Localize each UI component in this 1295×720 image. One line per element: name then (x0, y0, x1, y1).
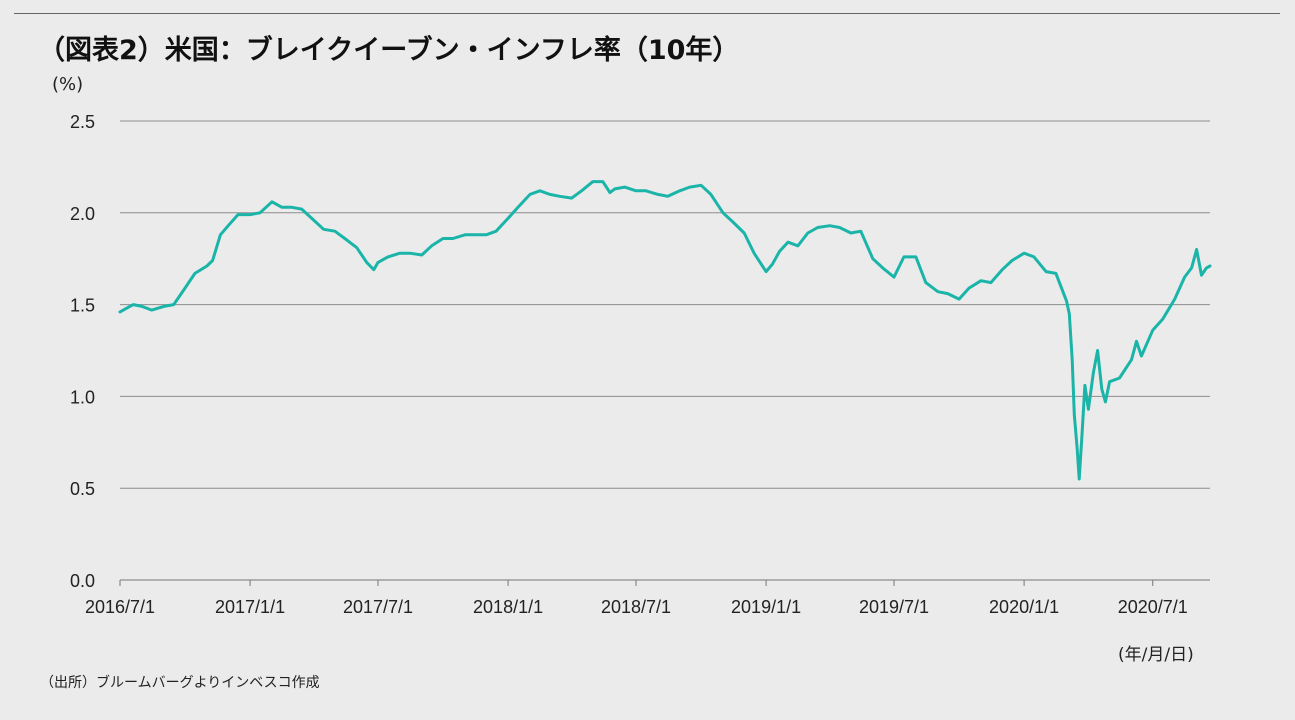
x-tick-label: 2020/7/1 (1118, 597, 1188, 617)
y-tick-label: 1.5 (70, 296, 95, 316)
y-tick-label: 0.5 (70, 479, 95, 499)
x-axis-unit-label: (年/月/日) (1118, 645, 1194, 665)
series-line-breakeven-inflation (118, 180, 1212, 481)
y-tick-label: 1.0 (70, 387, 95, 407)
y-axis-unit-label: (%) (52, 74, 84, 95)
x-tick-label: 2018/7/1 (601, 597, 671, 617)
chart-title: （図表2）米国：ブレイクイーブン・インフレ率（10年） (38, 35, 740, 66)
x-tick-label: 2016/7/1 (85, 597, 155, 617)
y-tick-label: 2.0 (70, 204, 95, 224)
y-axis-ticks: 0.0 0.5 1.0 1.5 2.0 2.5 (70, 112, 95, 591)
x-tick-label: 2020/1/1 (989, 597, 1059, 617)
y-tick-label: 0.0 (70, 571, 95, 591)
top-rule (14, 13, 1280, 14)
y-tick-label: 2.5 (70, 112, 95, 132)
x-tick-label: 2017/1/1 (215, 597, 285, 617)
x-axis-ticks: 2016/7/1 2017/1/1 2017/7/1 2018/1/1 2018/7/1… (85, 580, 1188, 617)
x-tick-label: 2017/7/1 (343, 597, 413, 617)
x-tick-label: 2019/7/1 (859, 597, 929, 617)
x-tick-label: 2018/1/1 (473, 597, 543, 617)
x-tick-label: 2019/1/1 (731, 597, 801, 617)
gridlines (120, 120, 1210, 489)
source-note: （出所）ブルームバーグよりインベスコ作成 (40, 675, 320, 691)
